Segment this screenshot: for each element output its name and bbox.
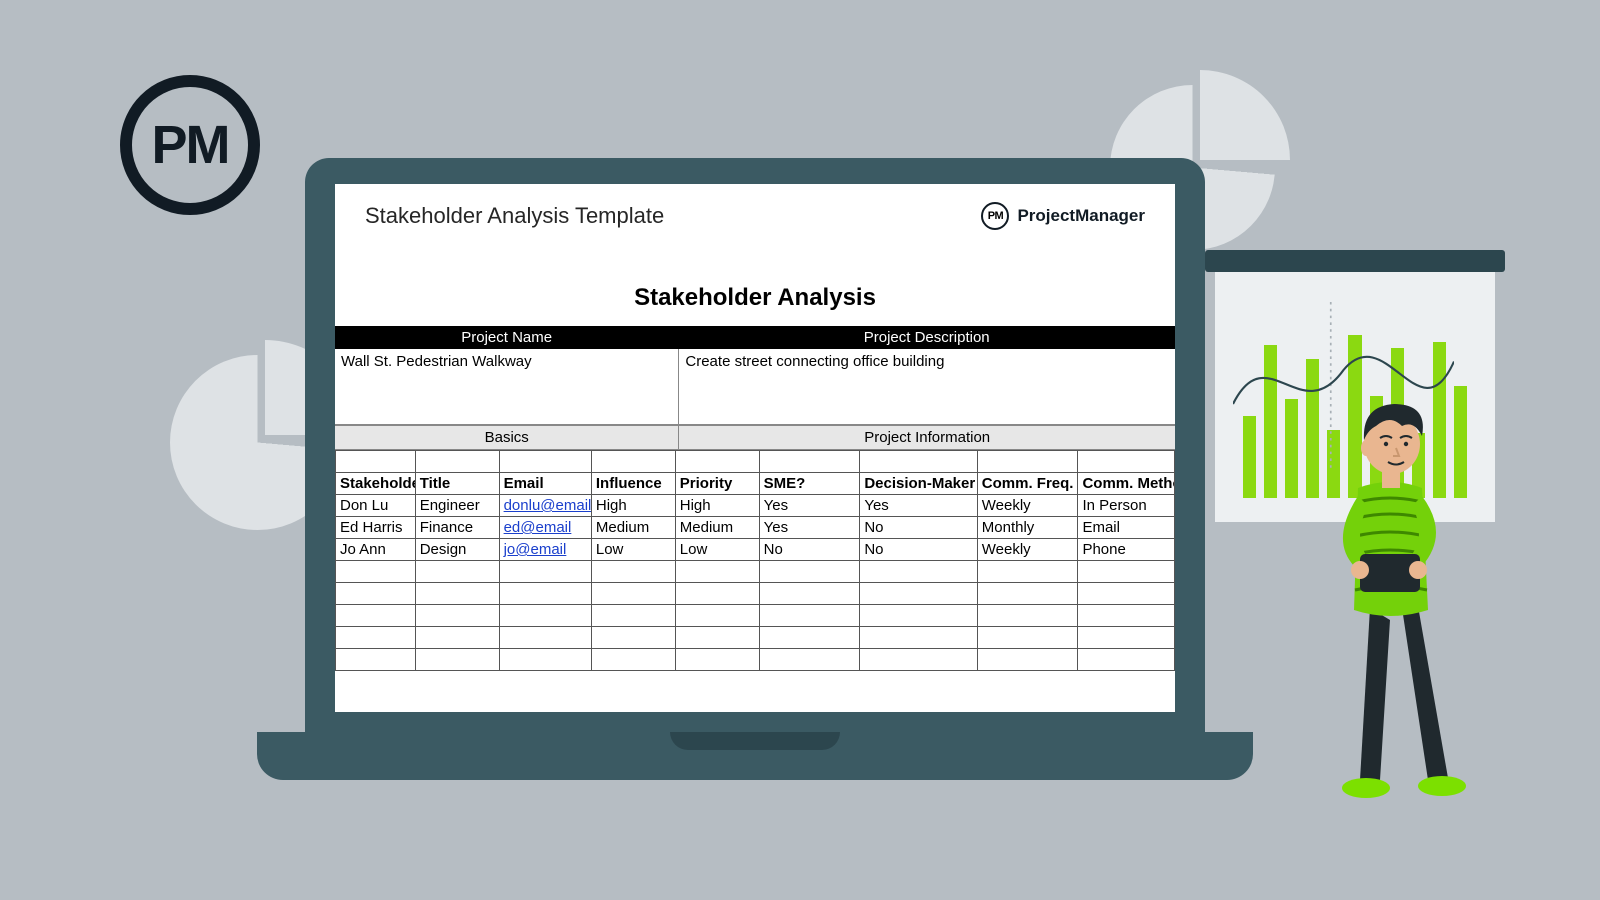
- cell-freq: Monthly: [977, 517, 1078, 539]
- col-stakeholder: Stakeholder: [336, 473, 416, 495]
- project-name-value: Wall St. Pedestrian Walkway: [335, 349, 679, 424]
- table-row-empty: [336, 627, 1175, 649]
- col-freq: Comm. Freq.: [977, 473, 1078, 495]
- table-row: Jo AnnDesignjo@emailLowLowNoNoWeeklyPhon…: [336, 539, 1175, 561]
- laptop-screen: Stakeholder Analysis Template PM Project…: [335, 184, 1175, 712]
- table-row: Ed HarrisFinanceed@emailMediumMediumYesN…: [336, 517, 1175, 539]
- table-row-empty: [336, 561, 1175, 583]
- cell-title: Finance: [415, 517, 499, 539]
- cell-email: donlu@email: [499, 495, 591, 517]
- laptop-bezel: Stakeholder Analysis Template PM Project…: [305, 158, 1205, 732]
- brand-area: PM ProjectManager: [981, 202, 1145, 230]
- cell-priority: High: [675, 495, 759, 517]
- table-header-row: Stakeholder Title Email Influence Priori…: [336, 473, 1175, 495]
- email-link[interactable]: ed@email: [504, 519, 572, 536]
- col-influence: Influence: [591, 473, 675, 495]
- laptop-base: [257, 732, 1253, 780]
- cell-freq: Weekly: [977, 495, 1078, 517]
- laptop-notch: [670, 732, 840, 750]
- cell-stakeholder: Ed Harris: [336, 517, 416, 539]
- cell-email: jo@email: [499, 539, 591, 561]
- col-dm: Decision-Maker: [860, 473, 977, 495]
- cell-method: Phone: [1078, 539, 1175, 561]
- col-method: Comm. Method: [1078, 473, 1175, 495]
- person-illustration: [1310, 370, 1470, 810]
- cell-title: Design: [415, 539, 499, 561]
- col-title: Title: [415, 473, 499, 495]
- chart-bar: [1264, 345, 1277, 498]
- stakeholder-table: Stakeholder Title Email Influence Priori…: [335, 450, 1175, 671]
- cell-sme: No: [759, 539, 860, 561]
- cell-sme: Yes: [759, 517, 860, 539]
- col-email: Email: [499, 473, 591, 495]
- col-priority: Priority: [675, 473, 759, 495]
- table-row-empty: [336, 605, 1175, 627]
- project-info-row: Wall St. Pedestrian Walkway Create stree…: [335, 349, 1175, 425]
- cell-sme: Yes: [759, 495, 860, 517]
- cell-dm: Yes: [860, 495, 977, 517]
- pm-logo-text: PM: [152, 114, 229, 176]
- cell-method: Email: [1078, 517, 1175, 539]
- table-row-empty: [336, 649, 1175, 671]
- brand-name: ProjectManager: [1017, 206, 1145, 226]
- project-name-header: Project Name: [335, 326, 679, 349]
- cell-priority: Low: [675, 539, 759, 561]
- basics-header: Basics: [335, 426, 679, 449]
- board-top-bar: [1205, 250, 1505, 272]
- project-information-header: Project Information: [679, 426, 1175, 449]
- cell-influence: High: [591, 495, 675, 517]
- document-title: Stakeholder Analysis: [335, 284, 1175, 312]
- email-link[interactable]: donlu@email: [504, 497, 592, 514]
- chart-bar: [1243, 416, 1256, 498]
- cell-freq: Weekly: [977, 539, 1078, 561]
- cell-title: Engineer: [415, 495, 499, 517]
- project-description-header: Project Description: [679, 326, 1175, 349]
- cell-dm: No: [860, 539, 977, 561]
- chart-bar: [1285, 399, 1298, 498]
- pm-logo: PM: [120, 75, 260, 215]
- email-link[interactable]: jo@email: [504, 541, 567, 558]
- table-row-empty: [336, 583, 1175, 605]
- cell-influence: Medium: [591, 517, 675, 539]
- cell-email: ed@email: [499, 517, 591, 539]
- cell-stakeholder: Jo Ann: [336, 539, 416, 561]
- subsection-headers: Basics Project Information: [335, 425, 1175, 450]
- project-description-value: Create street connecting office building: [679, 349, 1175, 424]
- brand-ring-icon: PM: [981, 202, 1009, 230]
- cell-method: In Person: [1078, 495, 1175, 517]
- project-header-black: Project Name Project Description: [335, 326, 1175, 349]
- cell-priority: Medium: [675, 517, 759, 539]
- cell-stakeholder: Don Lu: [336, 495, 416, 517]
- col-sme: SME?: [759, 473, 860, 495]
- document-header-title: Stakeholder Analysis Template: [365, 203, 664, 229]
- document-header: Stakeholder Analysis Template PM Project…: [335, 184, 1175, 248]
- laptop-illustration: Stakeholder Analysis Template PM Project…: [305, 158, 1205, 780]
- cell-influence: Low: [591, 539, 675, 561]
- table-row: Don LuEngineerdonlu@emailHighHighYesYesW…: [336, 495, 1175, 517]
- cell-dm: No: [860, 517, 977, 539]
